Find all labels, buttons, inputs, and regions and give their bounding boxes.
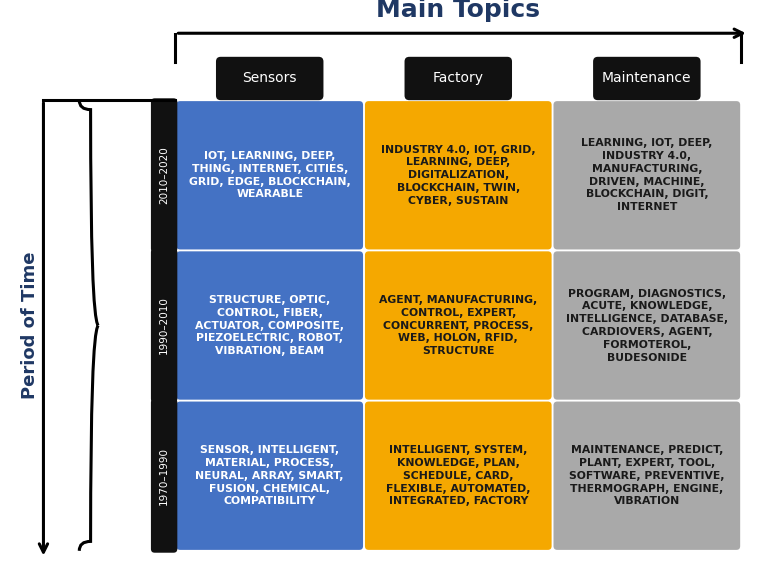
FancyBboxPatch shape: [553, 401, 740, 550]
FancyBboxPatch shape: [365, 401, 552, 550]
FancyBboxPatch shape: [365, 101, 552, 249]
FancyBboxPatch shape: [177, 101, 363, 249]
FancyBboxPatch shape: [216, 57, 324, 100]
Text: Main Topics: Main Topics: [377, 0, 540, 22]
FancyBboxPatch shape: [553, 101, 740, 249]
Text: SENSOR, INTELLIGENT,
MATERIAL, PROCESS,
NEURAL, ARRAY, SMART,
FUSION, CHEMICAL,
: SENSOR, INTELLIGENT, MATERIAL, PROCESS, …: [195, 445, 344, 506]
FancyBboxPatch shape: [151, 98, 177, 252]
FancyBboxPatch shape: [177, 401, 363, 550]
FancyBboxPatch shape: [151, 399, 177, 553]
Text: STRUCTURE, OPTIC,
CONTROL, FIBER,
ACTUATOR, COMPOSITE,
PIEZOELECTRIC, ROBOT,
VIB: STRUCTURE, OPTIC, CONTROL, FIBER, ACTUAT…: [195, 295, 344, 356]
Text: Sensors: Sensors: [243, 71, 297, 85]
Text: LEARNING, IOT, DEEP,
INDUSTRY 4.0,
MANUFACTURING,
DRIVEN, MACHINE,
BLOCKCHAIN, D: LEARNING, IOT, DEEP, INDUSTRY 4.0, MANUF…: [581, 138, 713, 212]
Text: PROGRAM, DIAGNOSTICS,
ACUTE, KNOWLEDGE,
INTELLIGENCE, DATABASE,
CARDIOVERS, AGEN: PROGRAM, DIAGNOSTICS, ACUTE, KNOWLEDGE, …: [566, 289, 728, 363]
Text: AGENT, MANUFACTURING,
CONTROL, EXPERT,
CONCURRENT, PROCESS,
WEB, HOLON, RFID,
ST: AGENT, MANUFACTURING, CONTROL, EXPERT, C…: [379, 295, 538, 356]
FancyBboxPatch shape: [365, 252, 552, 400]
Text: 1970–1990: 1970–1990: [159, 447, 169, 505]
FancyBboxPatch shape: [593, 57, 700, 100]
Text: INDUSTRY 4.0, IOT, GRID,
LEARNING, DEEP,
DIGITALIZATION,
BLOCKCHAIN, TWIN,
CYBER: INDUSTRY 4.0, IOT, GRID, LEARNING, DEEP,…: [381, 145, 535, 206]
Text: INTELLIGENT, SYSTEM,
KNOWLEDGE, PLAN,
SCHEDULE, CARD,
FLEXIBLE, AUTOMATED,
INTEG: INTELLIGENT, SYSTEM, KNOWLEDGE, PLAN, SC…: [386, 445, 531, 506]
Text: 1990–2010: 1990–2010: [159, 296, 169, 354]
Text: 2010–2020: 2010–2020: [159, 146, 169, 204]
Text: Factory: Factory: [433, 71, 484, 85]
Text: IOT, LEARNING, DEEP,
THING, INTERNET, CITIES,
GRID, EDGE, BLOCKCHAIN,
WEARABLE: IOT, LEARNING, DEEP, THING, INTERNET, CI…: [189, 151, 351, 199]
Text: Maintenance: Maintenance: [602, 71, 692, 85]
FancyBboxPatch shape: [177, 252, 363, 400]
Text: Period of Time: Period of Time: [21, 252, 39, 399]
Text: MAINTENANCE, PREDICT,
PLANT, EXPERT, TOOL,
SOFTWARE, PREVENTIVE,
THERMOGRAPH, EN: MAINTENANCE, PREDICT, PLANT, EXPERT, TOO…: [569, 445, 724, 506]
FancyBboxPatch shape: [151, 249, 177, 403]
FancyBboxPatch shape: [553, 252, 740, 400]
FancyBboxPatch shape: [405, 57, 512, 100]
